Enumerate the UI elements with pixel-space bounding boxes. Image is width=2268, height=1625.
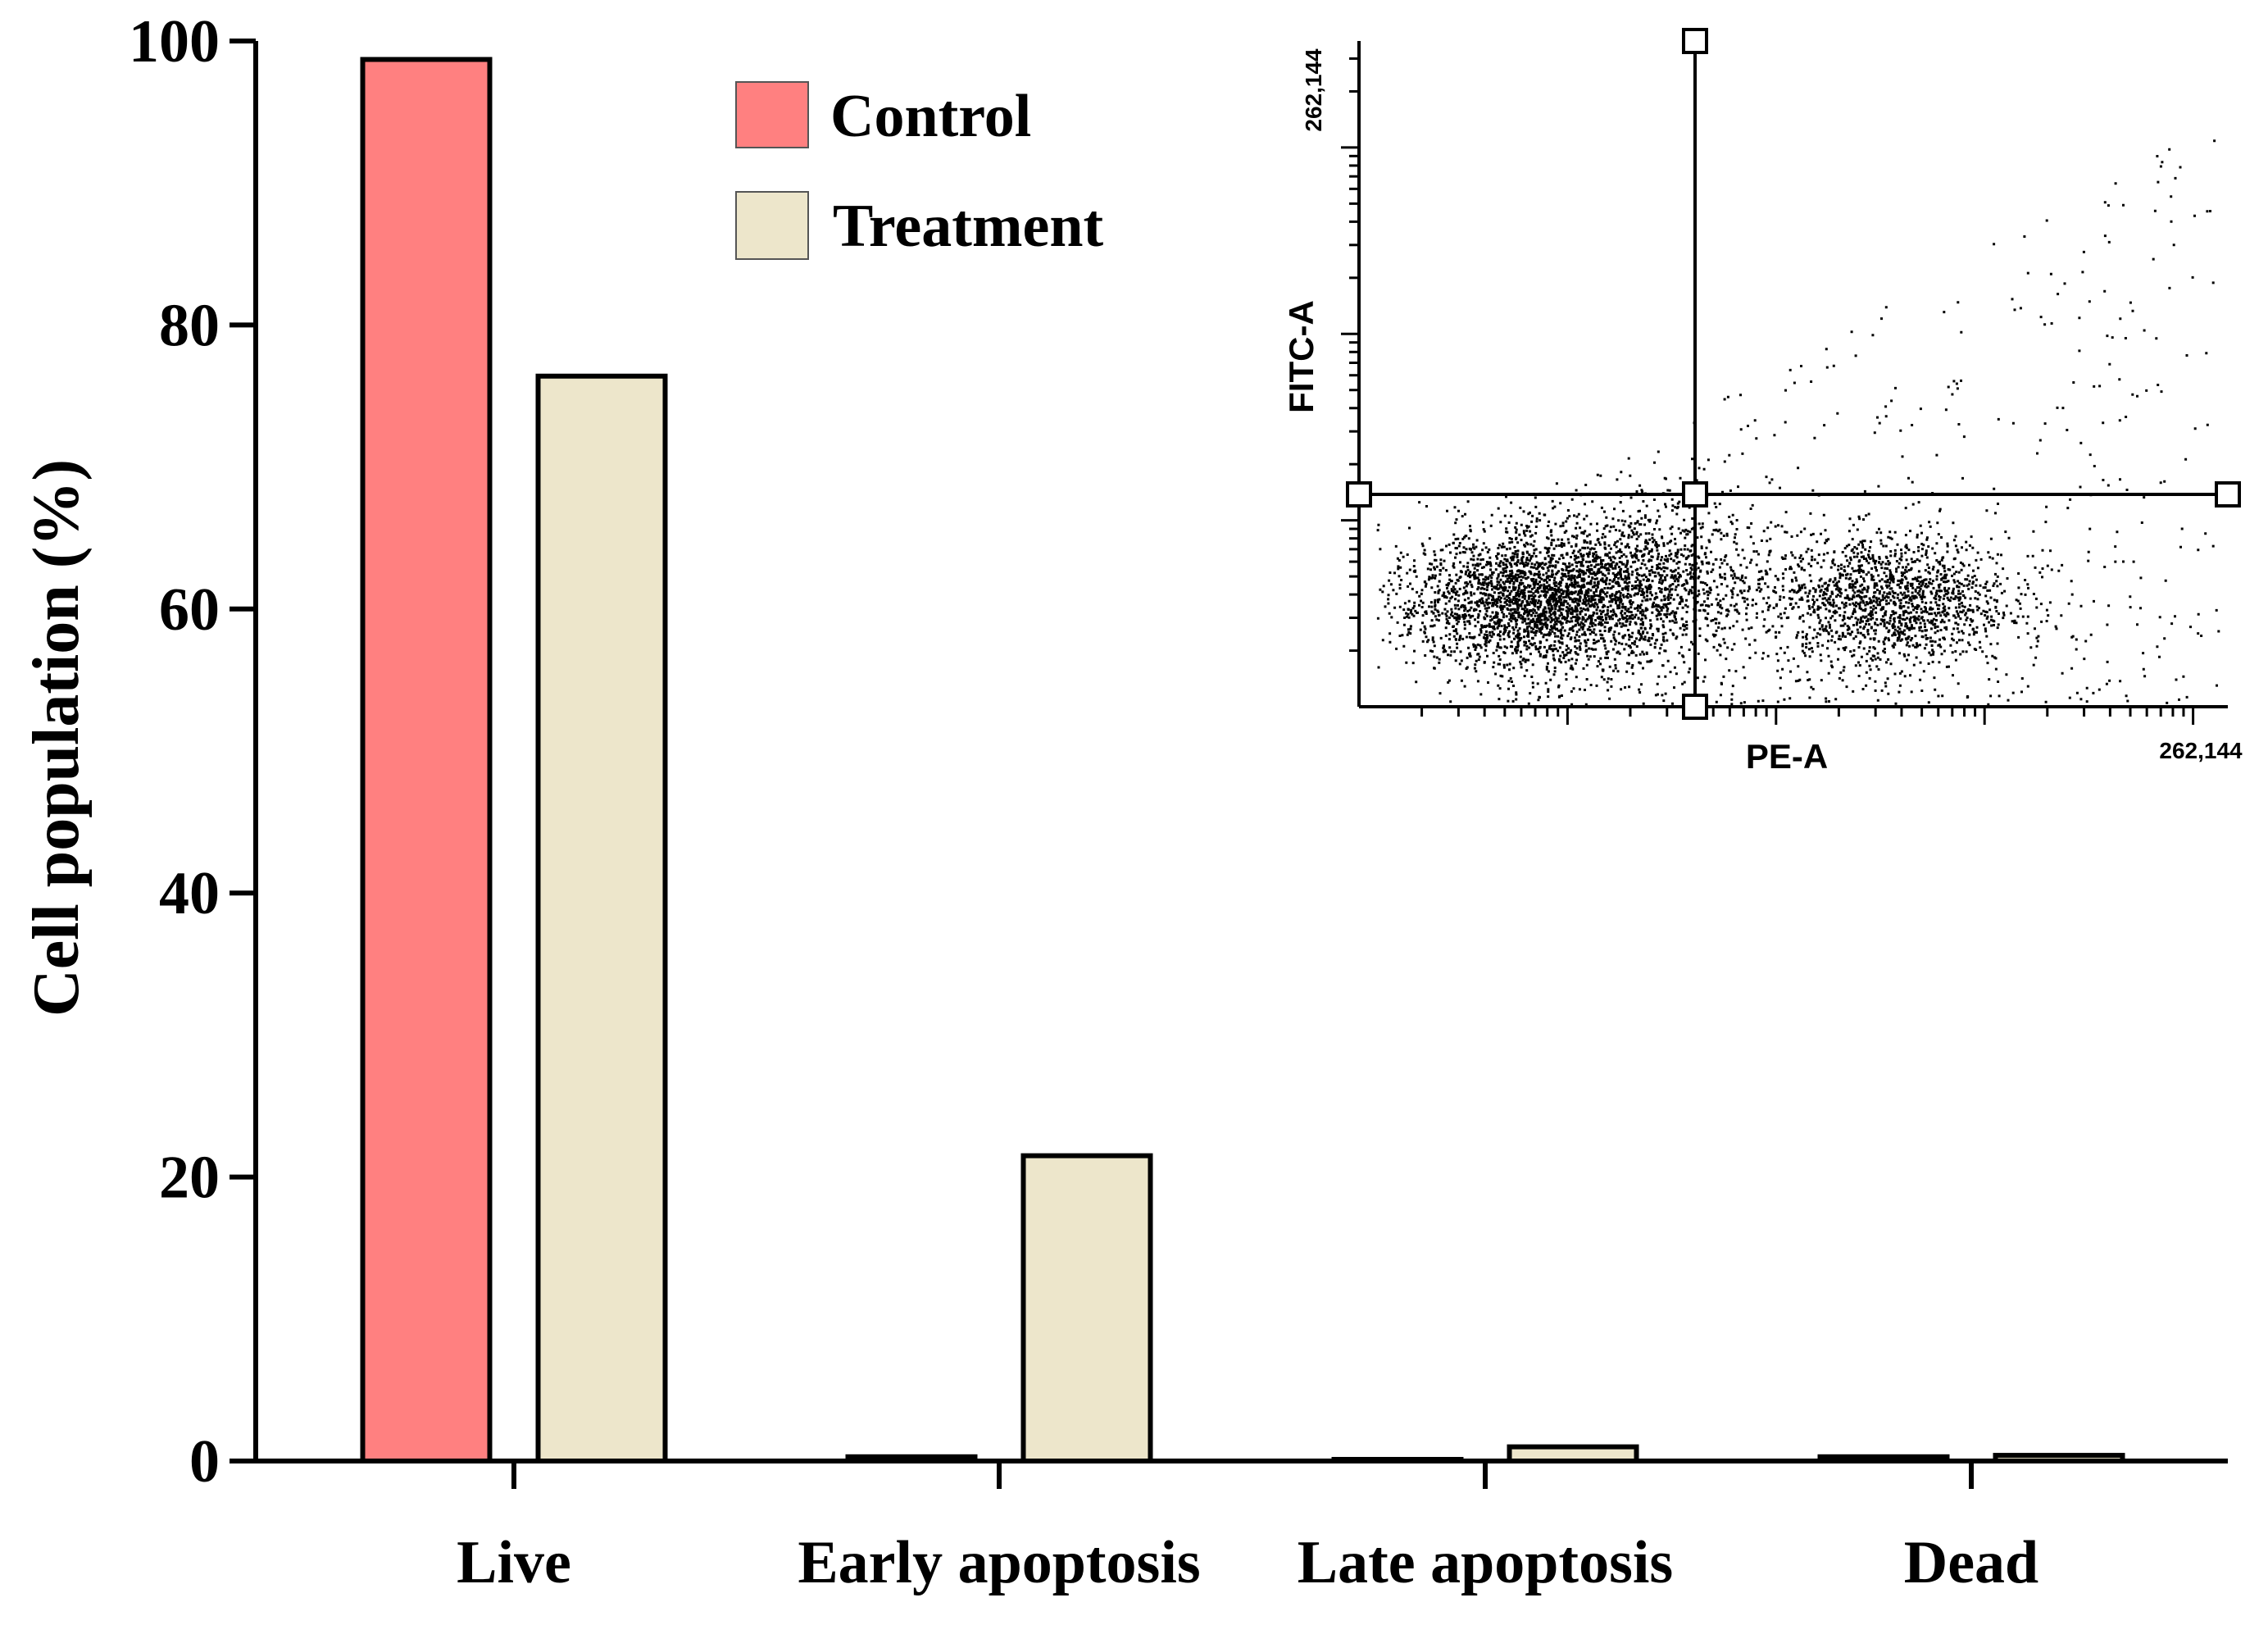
- legend-label-treatment: Treatment: [833, 193, 1104, 260]
- y-tick-label: 80: [159, 292, 220, 359]
- x-tick-label: Early apoptosis: [798, 1529, 1200, 1596]
- y-tick-label: 60: [159, 576, 220, 644]
- x-tick-label: Dead: [1904, 1529, 2038, 1596]
- y-tick-label: 40: [159, 860, 220, 927]
- y-axis-title: Cell population (%): [20, 459, 93, 1017]
- gate-handle-bottom: [1682, 694, 1708, 720]
- x-tick-label: Live: [457, 1529, 571, 1596]
- x-tick-label: Late apoptosis: [1298, 1529, 1673, 1596]
- inset-dot-events: [1376, 139, 2220, 706]
- legend: Control Treatment: [735, 81, 1104, 260]
- gate-handle-left: [1346, 481, 1372, 508]
- inset-y-max-label: 262,144: [1301, 48, 1326, 132]
- bar-treatment-early-apoptosis: [1020, 1153, 1153, 1463]
- y-ticks: 0 20 40 60 80 100: [129, 8, 256, 1495]
- y-tick-label: 0: [189, 1428, 220, 1495]
- inset-x-max-label: 262,144: [2159, 738, 2243, 763]
- gate-handle-right: [2215, 481, 2241, 508]
- bar-treatment-dead: [1993, 1453, 2125, 1464]
- inset-quadrant-gates: [1346, 28, 2241, 720]
- inset-y-minor-ticks: [1341, 57, 1359, 653]
- inset-dots: [1376, 139, 2220, 706]
- bar-control-early-apoptosis: [845, 1454, 978, 1463]
- inset-y-label: FITC-A: [1282, 300, 1320, 413]
- bars: [360, 57, 2125, 1464]
- gate-handle-center: [1682, 481, 1708, 508]
- inset-x-label: PE-A: [1746, 737, 1828, 776]
- bar-control-dead: [1817, 1454, 1950, 1463]
- y-tick-label: 100: [129, 8, 220, 75]
- bar-control-live: [360, 57, 493, 1464]
- y-tick-label: 20: [159, 1145, 220, 1212]
- bar-treatment-live: [535, 373, 668, 1464]
- inset-dot-plot: PE-A 262,144 FITC-A 262,144: [1282, 28, 2243, 776]
- legend-label-control: Control: [830, 83, 1031, 150]
- x-ticks: Live Early apoptosis Late apoptosis Dead: [457, 1461, 2038, 1596]
- bar-treatment-late-apoptosis: [1507, 1444, 1639, 1464]
- legend-swatch-control: [735, 81, 809, 148]
- inset-x-minor-ticks: [1420, 707, 2195, 725]
- bar-control-late-apoptosis: [1331, 1457, 1464, 1463]
- legend-swatch-treatment: [735, 191, 809, 260]
- gate-handle-top: [1682, 28, 1708, 54]
